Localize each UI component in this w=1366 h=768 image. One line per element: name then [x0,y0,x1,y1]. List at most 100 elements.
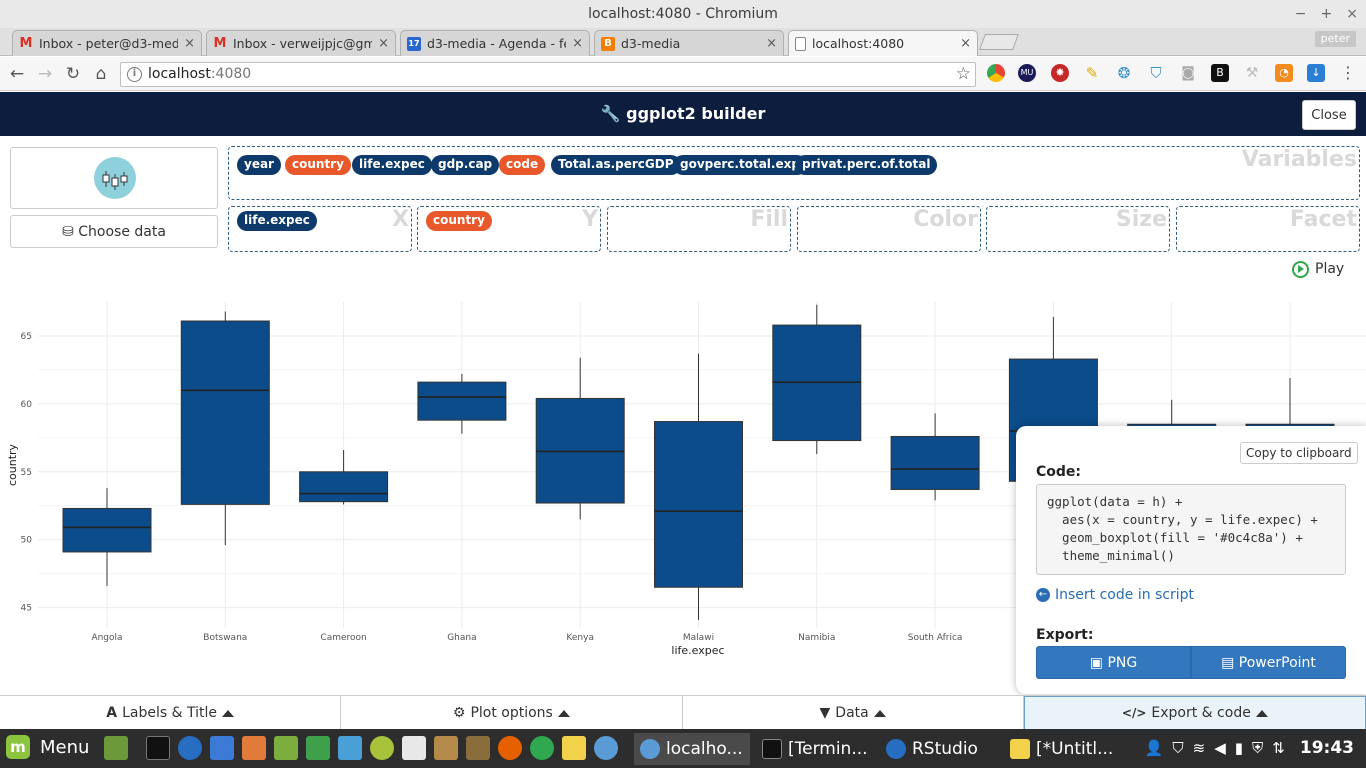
code-box[interactable]: ggplot(data = h) + aes(x = country, y = … [1036,484,1346,575]
window-title: localhost:4080 - Chromium [588,6,778,22]
qgis-icon[interactable] [370,736,394,760]
maximize-icon[interactable]: + [1320,6,1333,22]
reload-icon[interactable]: ↻ [65,64,81,84]
mu-ext-icon[interactable]: MU [1018,64,1036,82]
profile-badge[interactable]: peter [1314,31,1356,47]
forward-icon[interactable]: → [37,64,53,84]
impress-icon[interactable] [242,736,266,760]
green-app-icon[interactable] [530,736,554,760]
copy-to-clipboard-button[interactable]: Copy to clipboard [1240,442,1358,464]
tab-data[interactable]: ▼ Data [682,696,1024,730]
export-png-button[interactable]: ▣ PNG [1036,646,1191,679]
y-pill[interactable]: country [426,211,492,231]
insert-code-link[interactable]: ← Insert code in script [1036,587,1194,603]
size-zone[interactable]: Size [986,206,1170,252]
bug-ext-icon[interactable]: ✸ [1051,64,1069,82]
browser-tab-agenda[interactable]: 17 d3-media - Agenda - feb × [400,30,590,56]
shield-tray-icon[interactable]: ⛉ [1172,739,1184,757]
info-icon[interactable]: i [127,67,142,82]
play-button[interactable]: Play [1292,260,1344,278]
bookmark-star-icon[interactable]: ☆ [955,64,971,84]
url-text[interactable]: localhost:4080 [148,66,252,82]
y-zone[interactable]: Y country [417,206,601,252]
volume-icon[interactable]: ◀ [1214,739,1226,757]
firefox-icon[interactable] [498,736,522,760]
variables-zone[interactable]: Variables year country life.expec gdp.ca… [228,146,1360,200]
variable-pill-code[interactable]: code [499,155,546,175]
close-button[interactable]: Close [1302,100,1356,130]
tab-close-icon[interactable]: × [184,36,195,51]
variable-pill-total-as-percgdp[interactable]: Total.as.percGDP [551,155,681,175]
gimp-icon[interactable] [434,736,458,760]
x-zone[interactable]: X life.expec [228,206,412,252]
x-pill[interactable]: life.expec [237,211,317,231]
back-icon[interactable]: ← [9,64,25,84]
doc-icon[interactable] [402,736,426,760]
task-chromium[interactable]: localho... [634,733,750,765]
tool-ext-icon[interactable]: ⚒ [1245,65,1259,81]
tab-close-icon[interactable]: × [378,36,389,51]
tab-close-icon[interactable]: × [572,36,583,51]
chrome-ext-icon[interactable] [987,64,1005,82]
variable-pill-life-expec[interactable]: life.expec [352,155,432,175]
user-icon[interactable]: 👤 [1144,739,1164,757]
app-icon[interactable] [210,736,234,760]
export-powerpoint-button[interactable]: ▤ PowerPoint [1191,646,1346,679]
chart-type-selector[interactable] [10,147,218,209]
box-botswana [180,311,270,546]
gimp2-icon[interactable] [466,736,490,760]
box-malawi [654,353,743,620]
tab-plot-options[interactable]: ⚙ Plot options [341,696,683,730]
b-ext-icon[interactable]: B [1211,64,1229,82]
battery-icon[interactable]: ▮ [1234,739,1244,757]
download-icon[interactable]: ↓ [1307,64,1325,82]
browser-tab-inbox-verweij[interactable]: M Inbox - verweijpjc@gma × [206,30,396,56]
variable-pill-country[interactable]: country [285,155,351,175]
camera-ext-icon[interactable]: ◙ [1181,65,1195,81]
fill-zone[interactable]: Fill [607,206,791,252]
calc-icon[interactable] [306,736,330,760]
wifi-icon[interactable]: ≋ [1192,739,1206,757]
tab-title: Inbox - peter@d3-media [39,36,179,51]
network-ext-icon[interactable]: ❂ [1117,64,1131,82]
variable-pill-gdp-cap[interactable]: gdp.cap [431,155,500,175]
brush-ext-icon[interactable]: ✎ [1085,64,1099,82]
facet-zone[interactable]: Facet [1176,206,1360,252]
tab-close-icon[interactable]: × [766,36,777,51]
minimize-icon[interactable]: − [1294,6,1307,22]
menu-dots-icon[interactable]: ⋮ [1340,63,1356,82]
task-terminal[interactable]: [Termin... [756,733,872,765]
variable-pill-privat[interactable]: privat.perc.of.total [795,155,938,175]
browser-tab-inbox-peter[interactable]: M Inbox - peter@d3-media × [12,30,202,56]
r-icon[interactable] [178,736,202,760]
x-axis-label: life.expec [671,644,724,657]
rss-icon[interactable]: ◔ [1275,64,1293,82]
variable-pill-govperc[interactable]: govperc.total.exp [673,155,807,175]
close-window-icon[interactable]: × [1346,6,1358,22]
new-tab-button[interactable] [979,34,1019,50]
task-rstudio[interactable]: RStudio [880,733,996,765]
variable-pill-year[interactable]: year [237,155,281,175]
browser-tab-d3media[interactable]: B d3-media × [594,30,784,56]
color-zone[interactable]: Color [797,206,981,252]
update-icon[interactable]: ⛨ [1252,739,1264,757]
address-bar[interactable]: i localhost:4080 ☆ [120,62,976,87]
task-untitled[interactable]: [*Untitl... [1004,733,1120,765]
start-menu-button[interactable]: m Menu [6,735,89,759]
notes-icon[interactable] [562,736,586,760]
shield-ext-icon[interactable]: ⛉ [1150,64,1162,82]
browser-tab-localhost[interactable]: localhost:4080 × [788,30,978,56]
home-icon[interactable]: ⌂ [95,64,107,84]
tab-close-icon[interactable]: × [960,36,971,51]
clock[interactable]: 19:43 [1299,738,1354,758]
network-icon[interactable]: ⇅ [1272,739,1285,757]
desktop-icon[interactable] [104,736,128,760]
choose-data-button[interactable]: ⛁ Choose data [10,215,218,248]
monitor-icon[interactable] [338,736,362,760]
tab-labels-title[interactable]: A Labels & Title [0,696,342,730]
caret-up-icon [557,709,570,717]
tab-export-code[interactable]: </> Export & code [1023,696,1366,730]
files-icon[interactable] [274,736,298,760]
terminal-icon[interactable] [146,736,170,760]
chromium-icon[interactable] [594,736,618,760]
